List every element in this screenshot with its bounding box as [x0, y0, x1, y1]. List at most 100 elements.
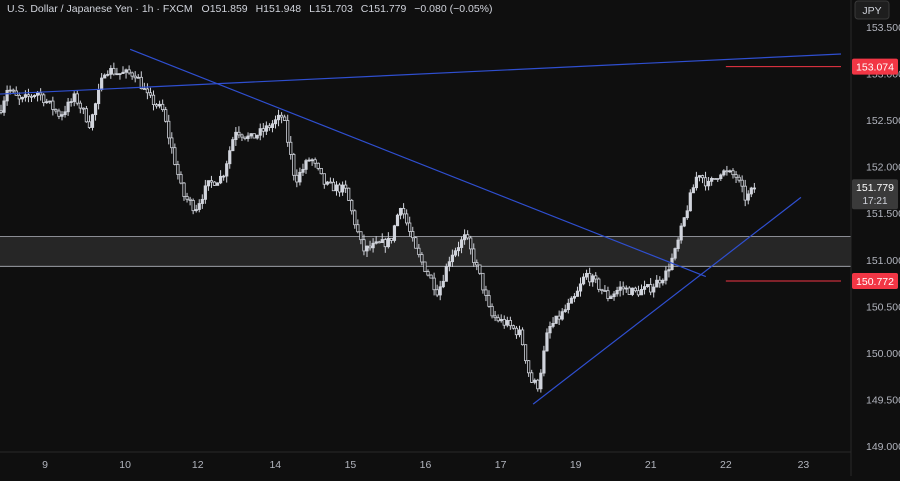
candle	[414, 236, 418, 249]
candle	[154, 103, 159, 109]
candle	[234, 127, 238, 146]
candle	[5, 85, 9, 106]
candle-body	[703, 177, 708, 187]
candle-body	[23, 94, 28, 98]
candle-body	[664, 270, 668, 281]
candle	[237, 126, 241, 139]
candle	[218, 170, 223, 185]
candle	[45, 98, 49, 104]
currency-label: JPY	[862, 5, 881, 17]
candle	[514, 326, 519, 339]
candle	[405, 209, 409, 226]
candle	[383, 237, 387, 253]
candle-body	[688, 192, 692, 212]
candle-body	[340, 184, 345, 193]
candle-body	[276, 114, 281, 121]
candle-body	[530, 372, 534, 383]
price-axis[interactable]: 153.500153.000152.500152.000151.500151.0…	[866, 22, 900, 453]
candle	[517, 325, 522, 338]
candle	[459, 236, 464, 254]
candle-body	[484, 289, 488, 296]
candle-body	[609, 296, 613, 299]
candle-body	[222, 175, 226, 178]
candle	[328, 177, 333, 184]
candle-body	[411, 231, 415, 239]
candle-body	[386, 237, 390, 248]
candle	[273, 115, 278, 129]
candle	[127, 65, 131, 75]
candle-body	[420, 254, 424, 263]
candle-body	[536, 379, 540, 390]
candle-body	[499, 318, 503, 322]
candle-body	[533, 379, 537, 383]
candle	[84, 106, 88, 123]
candle	[203, 179, 207, 204]
candle	[112, 62, 116, 76]
candle-body	[545, 332, 549, 352]
open-value: 151.859	[210, 3, 248, 15]
candle-body	[749, 187, 753, 195]
candle-body	[97, 89, 101, 105]
low-label: L	[309, 3, 315, 15]
candle	[215, 182, 220, 186]
symbol-title: U.S. Dollar / Japanese Yen · 1h · FXCM	[7, 3, 193, 15]
candle-body	[450, 254, 455, 263]
price-tick-label: 152.500	[866, 115, 900, 127]
candle-body	[392, 225, 397, 241]
candle-body	[520, 329, 525, 346]
candle-body	[325, 181, 329, 185]
candle	[691, 184, 695, 194]
candle	[578, 277, 583, 297]
close-value: 151.779	[368, 3, 406, 15]
candle-body	[0, 110, 3, 113]
candle	[710, 176, 714, 186]
currency-badge[interactable]	[854, 0, 890, 20]
candle	[197, 199, 201, 213]
candle	[548, 321, 552, 339]
candle	[398, 207, 403, 220]
time-axis[interactable]: 9 10 12 14 15 16 17 19 21 22 23	[42, 459, 809, 471]
candle-body	[307, 159, 311, 162]
candle	[23, 90, 28, 102]
candle-body	[527, 360, 531, 374]
candle-body	[69, 101, 73, 103]
candle	[453, 247, 458, 258]
candle-body	[176, 164, 180, 175]
trendline	[532, 196, 802, 405]
candle	[624, 285, 628, 293]
candle	[48, 100, 52, 104]
candle-body	[676, 239, 680, 249]
candle	[588, 267, 592, 287]
level-badge	[852, 58, 898, 75]
candle-body	[273, 119, 278, 125]
candle	[673, 247, 677, 261]
candle	[606, 286, 610, 302]
candle	[69, 98, 73, 107]
candle-body	[694, 176, 699, 189]
candle-body	[249, 133, 253, 137]
candle	[264, 121, 268, 135]
candle	[456, 241, 461, 257]
candle-body	[490, 305, 494, 317]
trendline	[0, 53, 842, 95]
candle	[700, 174, 705, 184]
candle-body	[636, 290, 641, 296]
candle-body	[206, 180, 210, 187]
candle-body	[710, 178, 714, 182]
candle-body	[633, 287, 638, 292]
candle-body	[225, 163, 229, 177]
candle-body	[203, 185, 207, 200]
candle-body	[154, 104, 159, 107]
candle	[713, 178, 717, 180]
candle	[240, 133, 244, 142]
candle	[298, 167, 302, 186]
candle-body	[722, 170, 726, 176]
candle-body	[350, 200, 354, 212]
candle	[145, 83, 149, 100]
candle-body	[481, 272, 485, 291]
candle	[310, 158, 314, 166]
candle-body	[606, 290, 610, 299]
candle	[173, 143, 177, 166]
candle	[575, 286, 580, 297]
